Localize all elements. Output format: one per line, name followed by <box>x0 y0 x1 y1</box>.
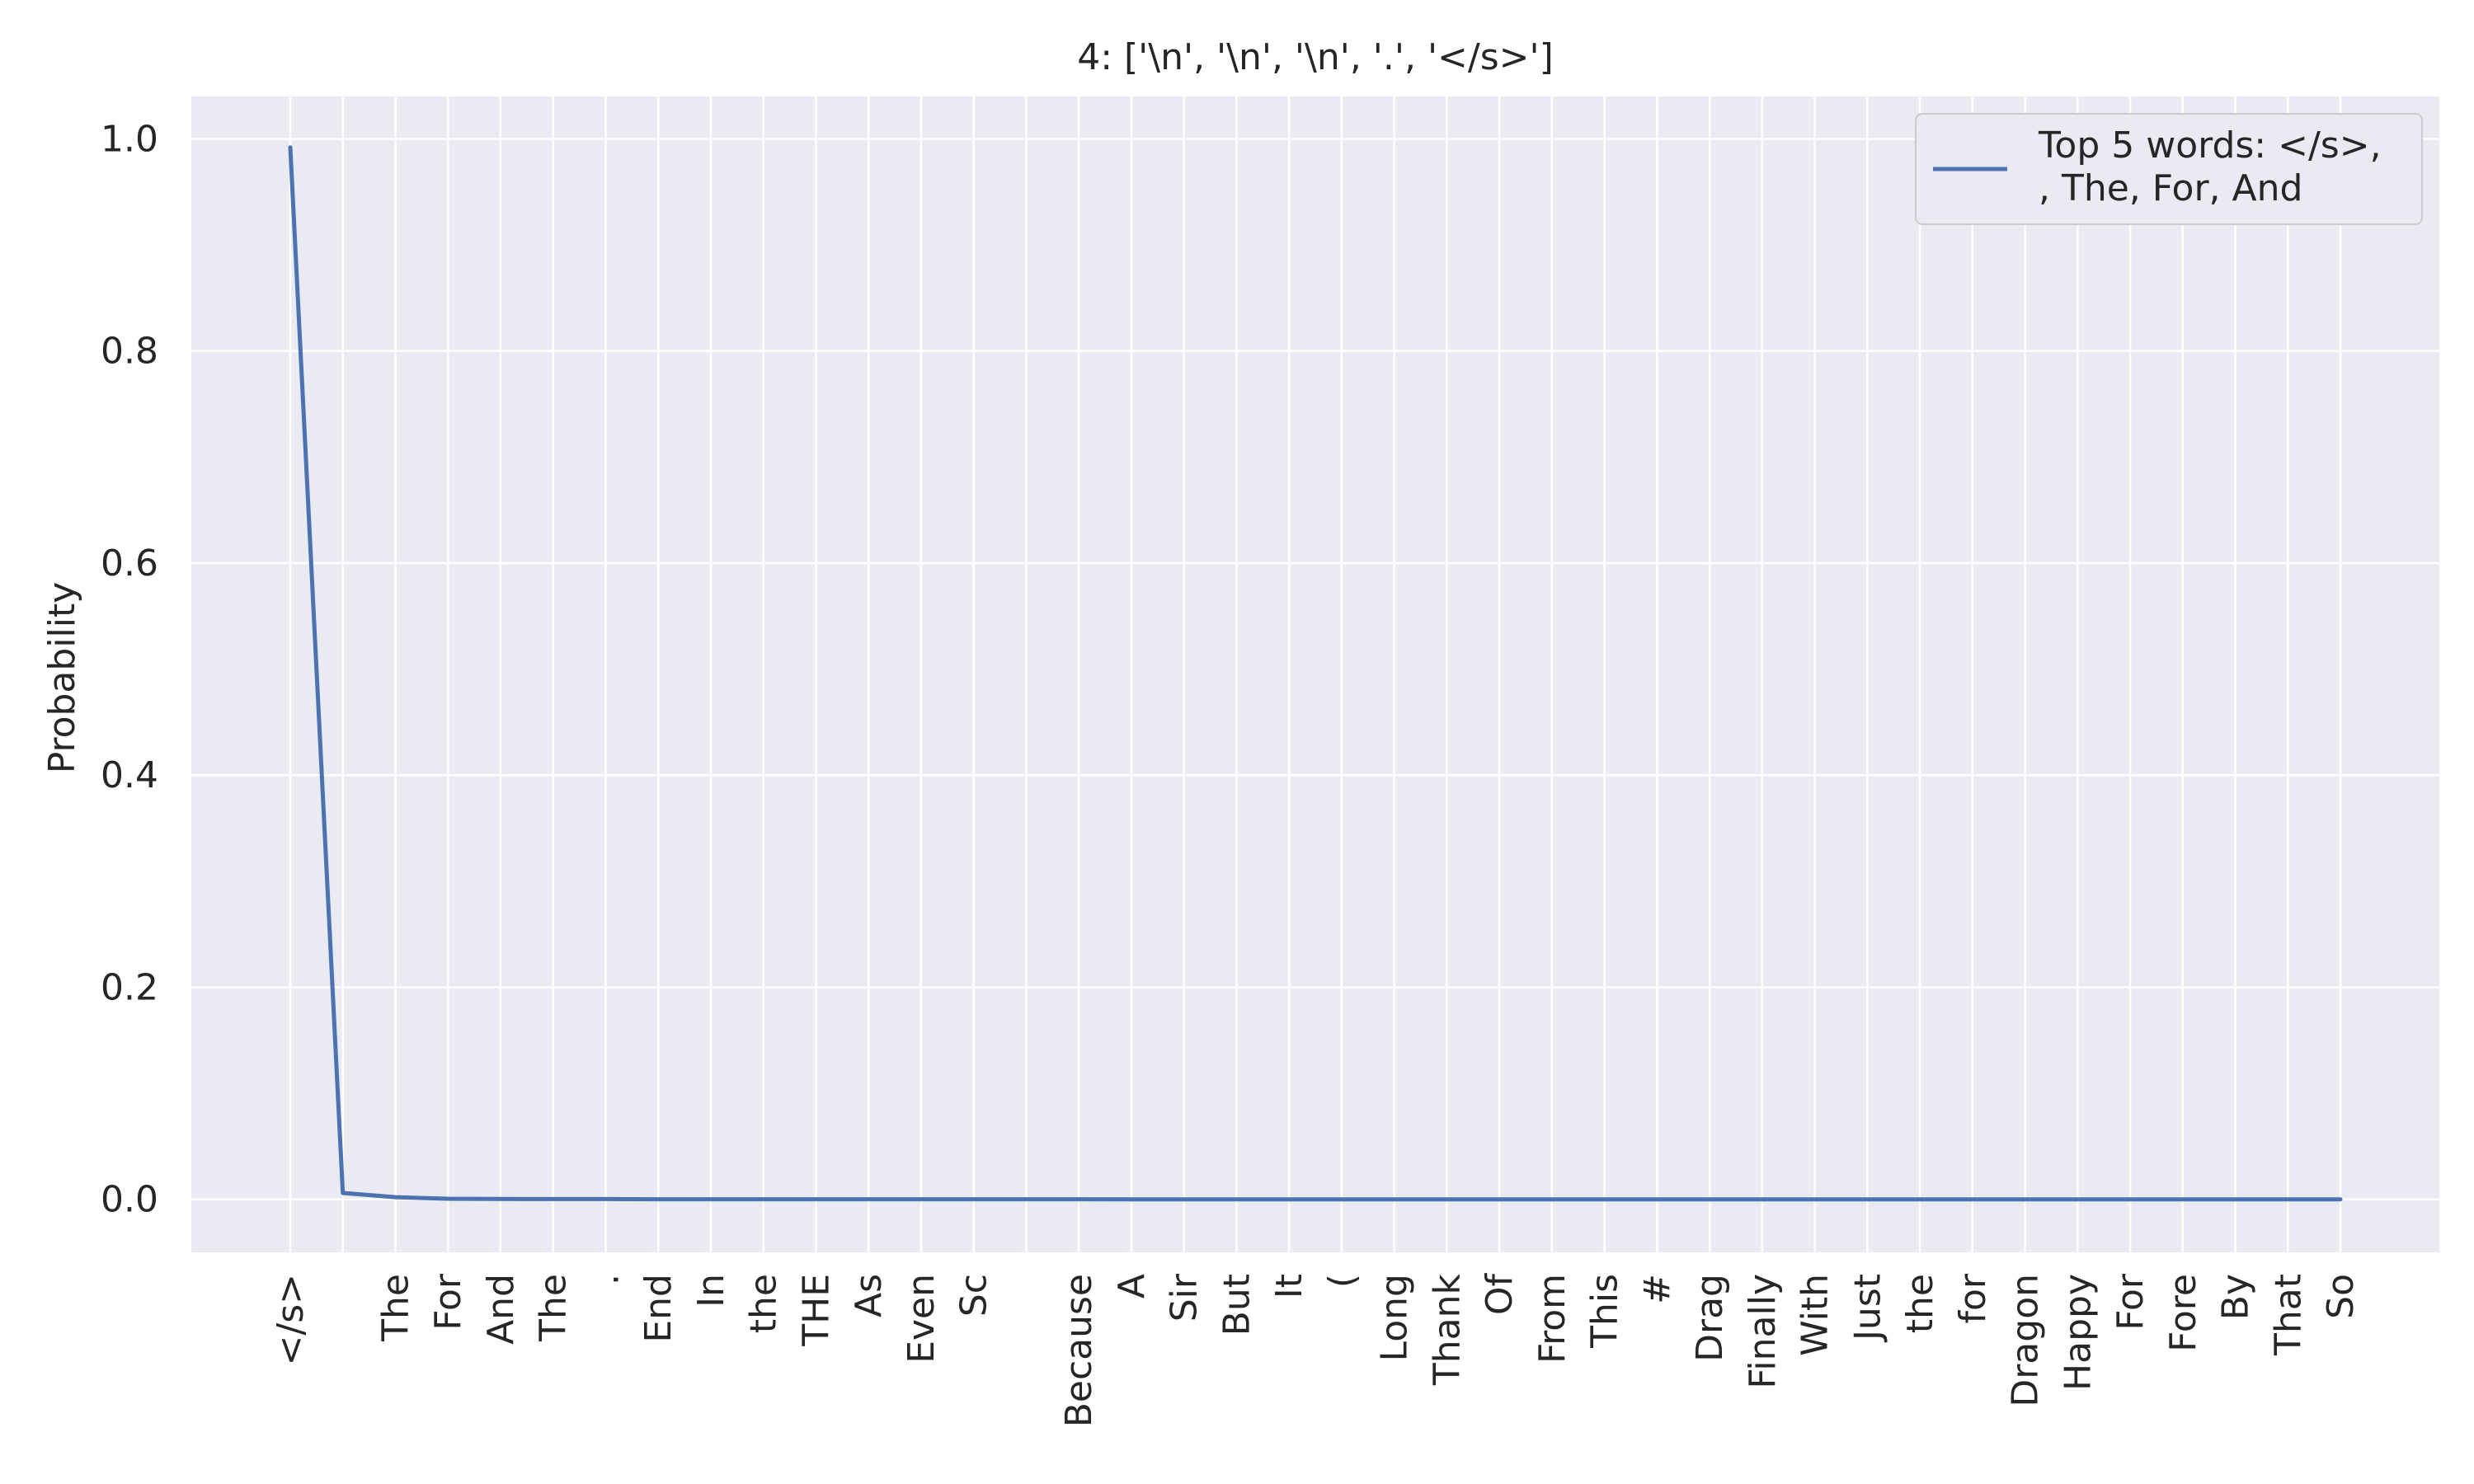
grid <box>191 96 2439 1252</box>
x-tick-label: Finally <box>1742 1274 1784 1389</box>
x-tick-label: From <box>1531 1274 1573 1364</box>
x-tick-label: In <box>690 1274 732 1308</box>
legend-label-line-1: Top 5 words: </s>, <box>2038 124 2382 167</box>
x-tick-label: Because <box>1058 1274 1100 1427</box>
y-tick-label: 0.0 <box>101 1179 158 1221</box>
x-tick-label: THE <box>795 1274 837 1347</box>
y-tick-label: 0.4 <box>101 754 158 796</box>
x-tick-label: By <box>2215 1274 2257 1320</box>
x-tick-label: It <box>1268 1274 1310 1298</box>
series-layer <box>288 145 2343 1202</box>
x-tick-label: Drag <box>1689 1274 1731 1362</box>
x-tick-label: Fore <box>2162 1274 2204 1352</box>
x-axis-ticks: </s> The For And The. End In the THE As Even Sc Beca… <box>270 1272 2362 1427</box>
series-line <box>288 145 2343 1202</box>
x-tick-label: A <box>1111 1274 1153 1298</box>
x-tick-label: Thank <box>1426 1273 1468 1386</box>
x-tick-label: the <box>743 1274 785 1333</box>
x-tick-label: . <box>585 1274 627 1285</box>
x-tick-label: This <box>1584 1274 1626 1349</box>
x-tick-label: for <box>1952 1273 1994 1323</box>
legend-label-line-2: , The, For, And <box>2039 167 2302 209</box>
x-tick-label: The <box>374 1274 416 1342</box>
x-tick-label: End <box>637 1274 680 1343</box>
x-tick-label: For <box>427 1273 469 1331</box>
x-tick-label: With <box>1794 1274 1837 1356</box>
x-tick-label: Even <box>901 1274 943 1364</box>
x-tick-label: </s> <box>270 1274 312 1365</box>
y-axis-ticks: 0.0 0.2 0.4 0.6 0.8 1.0 <box>101 118 158 1220</box>
plot-area <box>191 96 2439 1252</box>
legend-box <box>1915 113 2423 225</box>
x-tick-label: Long <box>1374 1274 1416 1361</box>
x-tick-label: Sir <box>1164 1273 1206 1322</box>
x-tick-label: That <box>2267 1274 2309 1356</box>
x-tick-label: But <box>1216 1274 1258 1336</box>
x-tick-label: # <box>1636 1274 1678 1304</box>
x-tick-label: ( <box>1321 1274 1363 1288</box>
legend: Top 5 words: </s>, , The, For, And <box>1915 113 2423 225</box>
y-tick-label: 1.0 <box>101 118 158 160</box>
x-tick-label: Sc <box>953 1274 995 1317</box>
y-tick-label: 0.2 <box>101 966 158 1008</box>
x-tick-label: So <box>2320 1274 2362 1319</box>
y-tick-label: 0.6 <box>101 542 158 585</box>
x-tick-label: And <box>480 1274 522 1345</box>
x-tick-label: Just <box>1846 1274 1888 1343</box>
y-axis-label: Probability <box>41 582 83 774</box>
x-tick-label: Of <box>1479 1272 1521 1315</box>
x-tick-label: For <box>2109 1273 2152 1331</box>
chart-title: 4: ['\n', '\n', '\n', '.', '</s>'] <box>1077 36 1554 78</box>
x-tick-label: Happy <box>2057 1274 2099 1391</box>
y-tick-label: 0.8 <box>101 331 158 373</box>
x-tick-label: The <box>533 1274 575 1342</box>
x-tick-label: the <box>1899 1274 1941 1333</box>
x-tick-label: Dragon <box>2005 1274 2047 1407</box>
x-tick-label: As <box>848 1274 890 1317</box>
